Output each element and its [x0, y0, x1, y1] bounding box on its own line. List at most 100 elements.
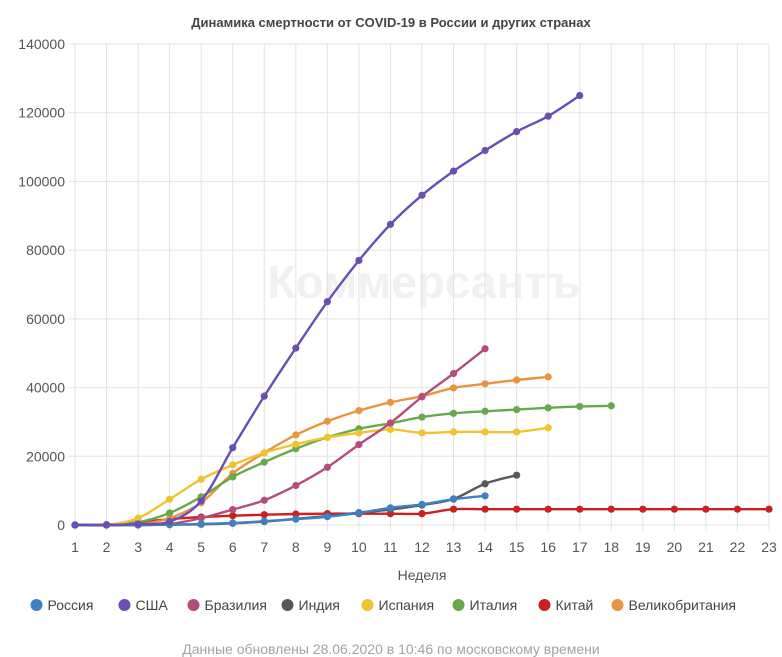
data-point[interactable]	[71, 521, 79, 529]
data-point[interactable]	[166, 495, 174, 503]
data-point[interactable]	[449, 384, 458, 392]
legend-item[interactable]: Бразилия	[187, 597, 267, 613]
data-point[interactable]	[513, 505, 521, 513]
legend-item[interactable]: Великобритания	[611, 597, 737, 613]
data-point[interactable]	[449, 505, 458, 513]
data-point[interactable]	[449, 167, 458, 175]
data-point[interactable]	[355, 509, 363, 517]
data-point[interactable]	[355, 406, 363, 415]
data-point[interactable]	[418, 500, 426, 508]
data-point[interactable]	[733, 505, 742, 513]
data-point[interactable]	[260, 449, 268, 457]
data-point[interactable]	[386, 419, 395, 427]
data-point[interactable]	[513, 428, 521, 436]
data-point[interactable]	[670, 505, 678, 513]
data-point[interactable]	[355, 256, 363, 265]
data-point[interactable]	[134, 514, 142, 522]
data-point[interactable]	[260, 496, 268, 504]
data-point[interactable]	[292, 440, 300, 448]
data-point[interactable]	[197, 520, 205, 528]
data-point[interactable]	[607, 505, 615, 513]
x-tick-label: 5	[197, 539, 205, 555]
data-point[interactable]	[765, 505, 773, 513]
data-point[interactable]	[513, 128, 521, 136]
data-point[interactable]	[292, 481, 300, 490]
data-point[interactable]	[513, 471, 521, 479]
data-point[interactable]	[481, 146, 489, 155]
data-point[interactable]	[607, 402, 615, 410]
data-point[interactable]	[292, 515, 300, 523]
data-point[interactable]	[418, 393, 426, 401]
data-point[interactable]	[134, 520, 142, 528]
data-point[interactable]	[449, 409, 458, 417]
data-point[interactable]	[323, 298, 331, 306]
data-point[interactable]	[323, 463, 331, 471]
data-point[interactable]	[166, 509, 174, 517]
data-point[interactable]	[229, 519, 237, 527]
legend-swatch	[118, 599, 131, 611]
y-tick-label: 120000	[18, 105, 65, 121]
x-tick-label: 18	[603, 539, 619, 555]
data-point[interactable]	[386, 425, 395, 434]
legend-item[interactable]: Россия	[30, 597, 94, 613]
data-point[interactable]	[702, 505, 710, 513]
data-point[interactable]	[355, 429, 363, 437]
data-point[interactable]	[449, 428, 458, 436]
legend-item[interactable]: США	[118, 597, 169, 613]
data-point[interactable]	[418, 429, 426, 437]
data-point[interactable]	[197, 514, 205, 522]
data-point[interactable]	[323, 417, 331, 425]
chart-title: Динамика смертности от COVID-19 в России…	[191, 15, 591, 30]
data-point[interactable]	[481, 505, 489, 513]
data-point[interactable]	[229, 512, 237, 520]
data-point[interactable]	[513, 405, 521, 414]
data-point[interactable]	[481, 407, 489, 415]
data-point[interactable]	[197, 497, 205, 505]
data-point[interactable]	[229, 461, 237, 469]
data-point[interactable]	[260, 517, 268, 525]
data-point[interactable]	[481, 492, 489, 500]
data-point[interactable]	[544, 424, 552, 432]
data-point[interactable]	[229, 444, 237, 452]
data-point[interactable]	[355, 441, 363, 449]
data-point[interactable]	[576, 505, 584, 513]
data-point[interactable]	[260, 511, 268, 519]
data-point[interactable]	[197, 475, 205, 483]
legend-item[interactable]: Индия	[281, 597, 340, 613]
data-point[interactable]	[544, 505, 552, 513]
data-point[interactable]	[576, 91, 584, 100]
data-point[interactable]	[323, 513, 331, 521]
legend-item[interactable]: Италия	[452, 597, 518, 613]
data-point[interactable]	[166, 517, 174, 526]
data-point[interactable]	[229, 505, 237, 514]
data-point[interactable]	[639, 505, 647, 513]
legend-item[interactable]: Китай	[538, 597, 594, 613]
legend-label: США	[136, 597, 169, 613]
data-point[interactable]	[576, 402, 584, 411]
legend-item[interactable]: Испания	[361, 597, 435, 613]
data-point[interactable]	[386, 504, 395, 512]
data-point[interactable]	[513, 376, 521, 384]
data-point[interactable]	[544, 373, 552, 381]
data-point[interactable]	[418, 191, 426, 199]
data-point[interactable]	[544, 112, 552, 120]
data-point[interactable]	[418, 413, 426, 421]
data-point[interactable]	[102, 521, 111, 529]
data-point[interactable]	[260, 458, 268, 466]
data-point[interactable]	[449, 495, 458, 503]
data-point[interactable]	[292, 431, 300, 439]
data-point[interactable]	[386, 220, 395, 228]
data-point[interactable]	[292, 344, 300, 352]
data-point[interactable]	[260, 392, 268, 400]
data-point[interactable]	[386, 398, 395, 406]
data-point[interactable]	[481, 380, 489, 388]
data-point[interactable]	[449, 369, 458, 378]
data-point[interactable]	[481, 345, 489, 353]
data-point[interactable]	[323, 433, 331, 441]
data-point[interactable]	[481, 480, 489, 488]
data-point[interactable]	[229, 473, 237, 481]
x-tick-label: 23	[761, 539, 777, 555]
data-point[interactable]	[544, 404, 552, 412]
data-point[interactable]	[481, 428, 489, 436]
data-point[interactable]	[418, 510, 426, 518]
